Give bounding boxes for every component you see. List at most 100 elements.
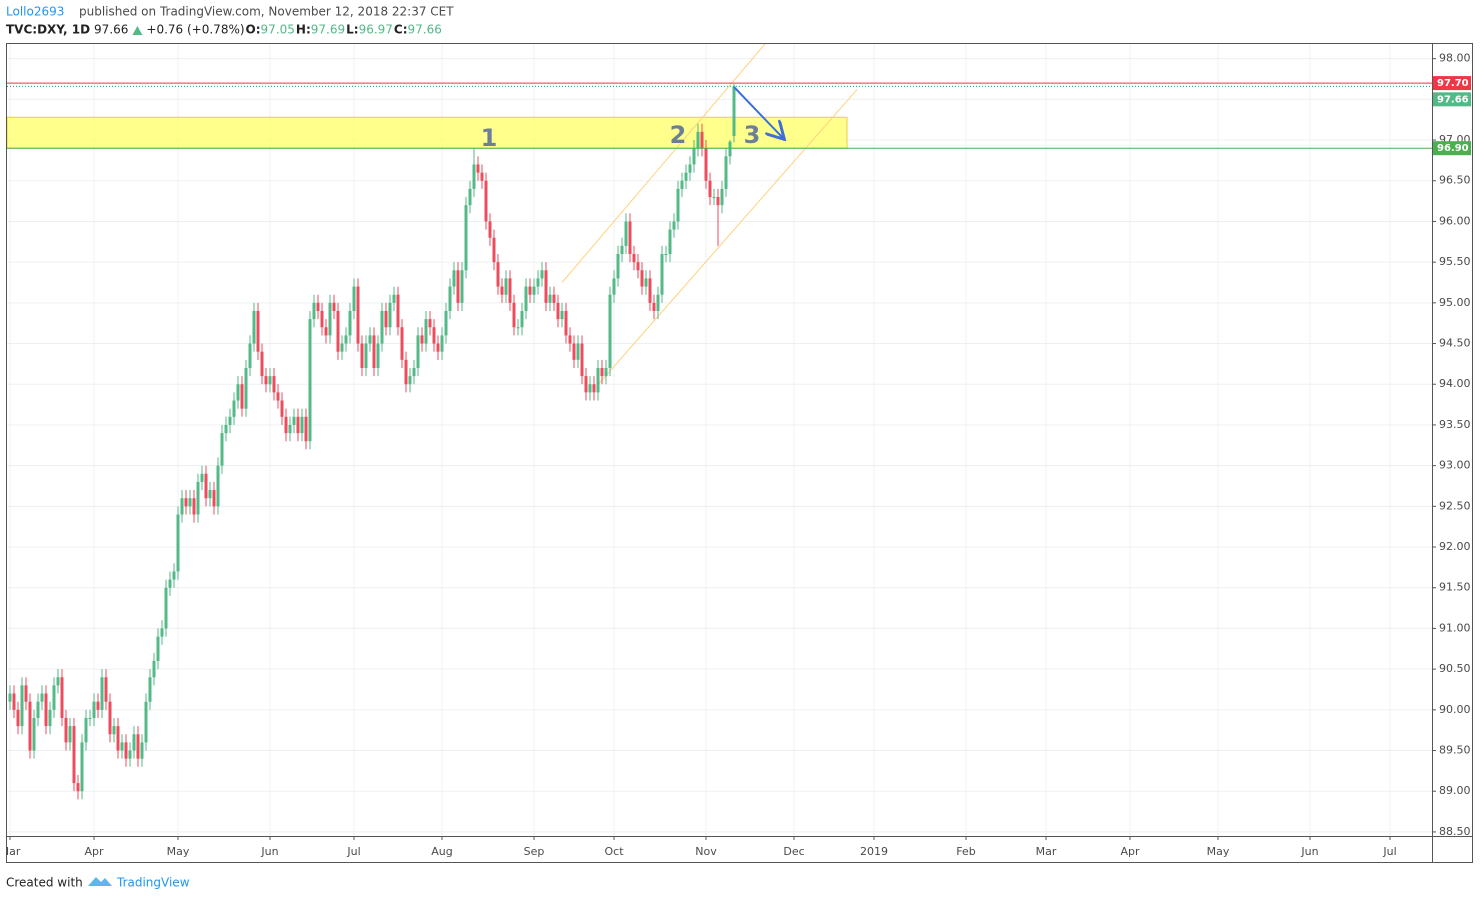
candle-body [648, 278, 652, 303]
header-field: 97.69 [311, 23, 345, 37]
price-badge [1433, 76, 1471, 91]
candle-body [416, 335, 420, 368]
candle-body [720, 188, 724, 206]
candle-body [192, 498, 196, 515]
candle-body [428, 319, 432, 328]
candle-body [548, 294, 552, 303]
candle-body [368, 335, 372, 344]
wave-label: 2 [670, 121, 687, 149]
header-field: H: [296, 23, 311, 37]
candle-body [516, 327, 520, 329]
candle-body [312, 302, 316, 320]
candle-body [44, 693, 48, 727]
candle-body [500, 286, 504, 295]
candle-body [684, 172, 688, 181]
candle-body [24, 685, 28, 702]
candle-body [600, 367, 604, 377]
y-tick-label: 91.00 [1439, 621, 1471, 634]
candle-body [400, 327, 404, 360]
candle-body [224, 424, 228, 434]
x-tick-label: Jun [1300, 845, 1318, 858]
wave-label: 3 [744, 121, 761, 149]
y-tick-label: 89.50 [1439, 744, 1471, 757]
footer-brand[interactable]: TradingView [116, 876, 190, 890]
candle-body [92, 701, 96, 718]
candle-body [152, 660, 156, 678]
arrow [733, 86, 783, 138]
candle-body [340, 343, 344, 352]
x-tick-label: Dec [783, 845, 804, 858]
y-tick-label: 94.00 [1439, 377, 1471, 390]
candle-body [328, 302, 332, 336]
candle-body [316, 302, 320, 311]
candle-body [232, 400, 236, 417]
candle-body [396, 294, 400, 328]
candle-body [724, 156, 728, 189]
candle-body [664, 254, 668, 256]
candle-body [84, 717, 88, 743]
y-tick-label: 88.50 [1439, 825, 1471, 838]
author[interactable]: Lollo2693 [6, 5, 64, 19]
candle-body [532, 286, 536, 295]
candle-body [292, 416, 296, 425]
candle-body [236, 384, 240, 401]
candle-body [168, 579, 172, 588]
candle-body [668, 229, 672, 255]
candle-body [432, 327, 436, 344]
candle-body [632, 254, 636, 263]
x-tick-label: Aug [431, 845, 452, 858]
candle-body [116, 726, 120, 751]
candle-body [496, 262, 500, 287]
candle-body [176, 514, 180, 572]
x-tick-label: Jun [260, 845, 278, 858]
x-tick-label: Sep [524, 845, 545, 858]
candle-body [56, 677, 60, 686]
frame [6, 43, 1473, 863]
y-tick-label: 89.00 [1439, 784, 1471, 797]
candle-body [156, 636, 160, 661]
candle-body [260, 351, 264, 377]
candle-body [728, 141, 732, 157]
candle-body [476, 164, 480, 173]
candle-body [36, 701, 40, 718]
y-tick-label: 92.00 [1439, 540, 1471, 553]
candle-body [272, 376, 276, 393]
candle-body [348, 310, 352, 336]
candle-body [40, 693, 44, 702]
candle-body [20, 685, 24, 727]
candle-body [564, 310, 568, 336]
candle-body [572, 343, 576, 360]
published: published on TradingView.com, November 1… [79, 5, 454, 19]
candle-body [468, 188, 472, 206]
x-tick-label: Jul [346, 845, 360, 858]
candle-body [512, 302, 516, 328]
candle-body [656, 294, 660, 311]
candle-body [540, 270, 544, 279]
price-badge [1433, 92, 1471, 107]
candle-body [560, 310, 564, 320]
candle-body [16, 709, 20, 727]
candle-body [364, 343, 368, 368]
candle-body [568, 335, 572, 344]
candle-body [324, 327, 328, 336]
candle-body [208, 490, 212, 499]
candle-body [660, 254, 664, 295]
candle-body [436, 343, 440, 352]
candle-body [188, 498, 192, 507]
candle-body [120, 742, 124, 751]
candle-body [216, 465, 220, 507]
x-tick-label: Apr [1120, 845, 1140, 858]
candle-body [504, 278, 508, 295]
candle-body [80, 742, 84, 792]
candle-body [552, 294, 556, 303]
header-field: 97.66 [408, 23, 442, 37]
x-tick-label: Feb [956, 845, 975, 858]
candle-body [252, 310, 256, 344]
y-tick-label: 92.50 [1439, 499, 1471, 512]
candle-body [228, 416, 232, 425]
candle-body [580, 343, 584, 377]
candle-body [700, 131, 704, 149]
y-tick-label: 90.00 [1439, 703, 1471, 716]
candle-body [248, 343, 252, 368]
candle-body [352, 286, 356, 311]
